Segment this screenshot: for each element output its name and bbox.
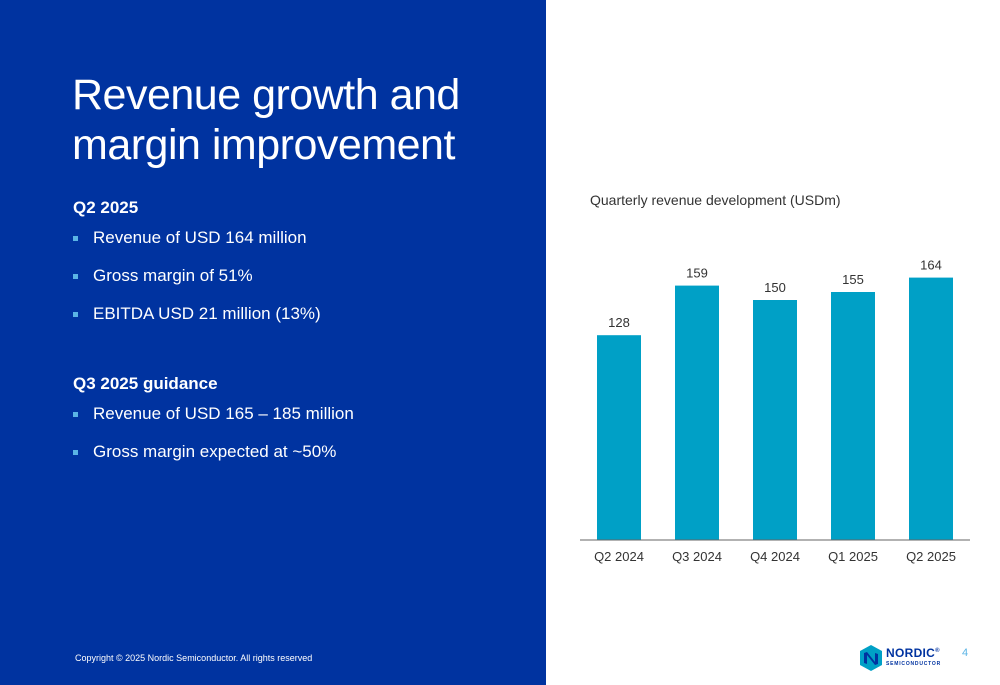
bar-q3-2024 <box>675 285 719 540</box>
logo-subtext: SEMICONDUCTOR <box>886 661 942 667</box>
nordic-logo: NORDIC® SEMICONDUCTOR <box>858 643 958 673</box>
bullet-icon <box>73 274 78 279</box>
q3-heading: Q3 2025 guidance <box>73 374 218 393</box>
list-item: EBITDA USD 21 million (13%) <box>73 304 321 342</box>
data-label: 155 <box>842 272 864 287</box>
bar-q2-2025 <box>909 277 953 540</box>
bullet-icon <box>73 450 78 455</box>
list-item: Gross margin expected at ~50% <box>73 442 354 480</box>
x-tick-label: Q2 2024 <box>594 549 644 564</box>
bullet-icon <box>73 412 78 417</box>
bullet-text: Revenue of USD 164 million <box>93 228 307 247</box>
x-tick-label: Q1 2025 <box>828 549 878 564</box>
bullet-text: Gross margin of 51% <box>93 266 253 285</box>
x-tick-label: Q3 2024 <box>672 549 722 564</box>
slide-title: Revenue growth and margin improvement <box>72 70 532 170</box>
bar-chart: 128 Q2 2024 159 Q3 2024 150 Q4 2024 155 Q1 2025… <box>580 258 970 564</box>
bullet-icon <box>73 312 78 317</box>
slide-title-line-1: Revenue growth and <box>72 71 460 119</box>
logo-registered-mark: ® <box>935 648 940 654</box>
logo-text: NORDIC® <box>886 646 940 660</box>
x-tick-label: Q4 2024 <box>750 549 800 564</box>
q2-bullet-list: Revenue of USD 164 million Gross margin … <box>73 228 321 342</box>
bullet-text: EBITDA USD 21 million (13%) <box>93 304 321 323</box>
bar-q4-2024 <box>753 300 797 540</box>
q2-heading: Q2 2025 <box>73 198 139 217</box>
data-label: 150 <box>764 280 786 295</box>
logo-name: NORDIC <box>886 646 936 660</box>
data-label: 128 <box>608 315 630 330</box>
bullet-icon <box>73 236 78 241</box>
list-item: Revenue of USD 165 – 185 million <box>73 404 354 442</box>
slide-title-line-2: margin improvement <box>72 121 455 169</box>
left-panel: Revenue growth and margin improvement Q2… <box>0 0 546 685</box>
list-item: Revenue of USD 164 million <box>73 228 321 266</box>
q3-bullet-list: Revenue of USD 165 – 185 million Gross m… <box>73 404 354 480</box>
list-item: Gross margin of 51% <box>73 266 321 304</box>
bullet-text: Revenue of USD 165 – 185 million <box>93 404 354 423</box>
data-label: 164 <box>920 258 942 273</box>
chart-title: Quarterly revenue development (USDm) <box>590 192 841 208</box>
bar-q2-2024 <box>597 335 641 540</box>
nordic-logo-icon <box>860 645 882 671</box>
bullet-text: Gross margin expected at ~50% <box>93 442 337 461</box>
page-number: 4 <box>962 647 969 659</box>
data-label: 159 <box>686 266 708 281</box>
x-tick-label: Q2 2025 <box>906 549 956 564</box>
copyright-notice: Copyright © 2025 Nordic Semiconductor. A… <box>75 653 313 663</box>
bar-q1-2025 <box>831 292 875 540</box>
